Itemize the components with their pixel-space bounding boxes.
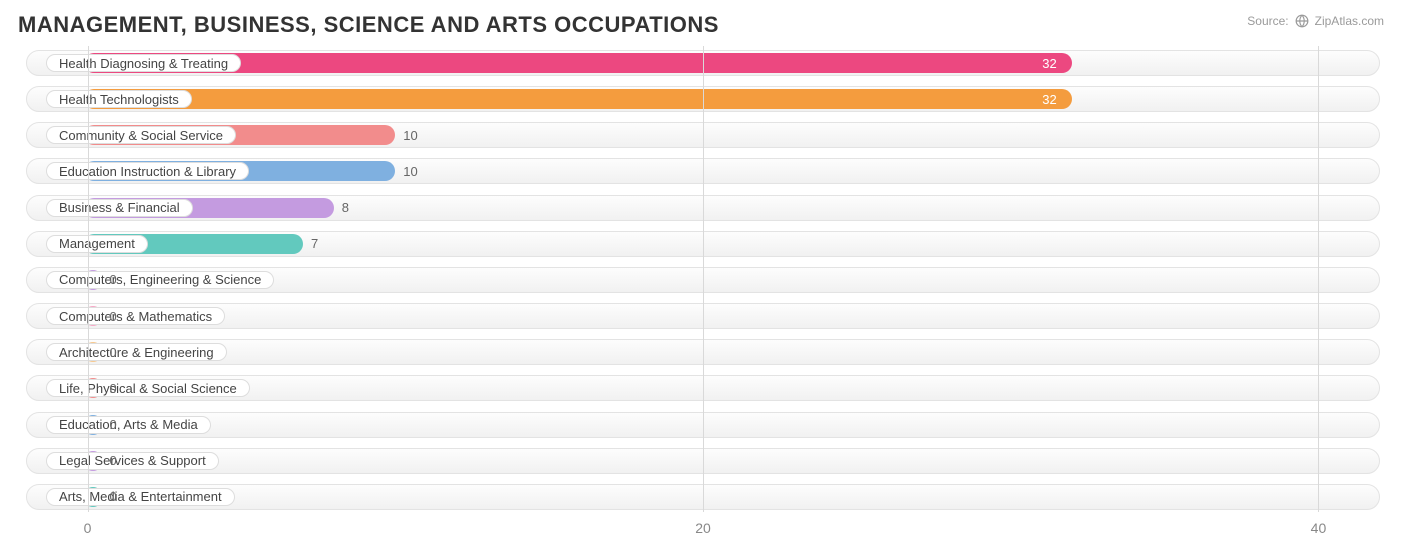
globe-icon	[1295, 14, 1309, 28]
chart-container: MANAGEMENT, BUSINESS, SCIENCE AND ARTS O…	[0, 0, 1406, 559]
bar-value: 0	[110, 337, 117, 367]
bar-value: 0	[110, 265, 117, 295]
bar-value: 32	[1042, 48, 1056, 78]
bar-label: Education, Arts & Media	[46, 416, 211, 434]
bar-value: 8	[342, 193, 349, 223]
bar-label: Management	[46, 235, 148, 253]
bar-value: 0	[110, 301, 117, 331]
x-tick-label: 20	[695, 520, 711, 536]
bar-label: Health Diagnosing & Treating	[46, 54, 241, 72]
source-name: ZipAtlas.com	[1315, 14, 1384, 28]
bar-label: Computers, Engineering & Science	[46, 271, 274, 289]
bar-value: 10	[403, 156, 417, 186]
bar-label: Arts, Media & Entertainment	[46, 488, 235, 506]
bar-label: Computers & Mathematics	[46, 307, 225, 325]
bar-value: 10	[403, 120, 417, 150]
source-attribution: Source: ZipAtlas.com	[1247, 14, 1384, 28]
bar-value: 7	[311, 229, 318, 259]
x-tick-label: 0	[84, 520, 92, 536]
chart-area: Health Diagnosing & Treating 32 Health Tec…	[18, 46, 1388, 536]
plot-area: Health Diagnosing & Treating 32 Health Tec…	[18, 46, 1388, 512]
bar-label: Education Instruction & Library	[46, 162, 249, 180]
source-label: Source:	[1247, 14, 1288, 28]
bar-value: 0	[110, 373, 117, 403]
bar-value: 32	[1042, 84, 1056, 114]
x-tick-label: 40	[1311, 520, 1327, 536]
gridline	[1318, 46, 1319, 512]
bar	[84, 89, 1073, 109]
bar-label: Health Technologists	[46, 90, 192, 108]
bar-label: Legal Services & Support	[46, 452, 219, 470]
bar-label: Life, Physical & Social Science	[46, 379, 250, 397]
bar-label: Business & Financial	[46, 199, 193, 217]
bar-value: 0	[110, 410, 117, 440]
bar-label: Architecture & Engineering	[46, 343, 227, 361]
gridline	[703, 46, 704, 512]
bar-value: 0	[110, 482, 117, 512]
bar-value: 0	[110, 446, 117, 476]
gridline	[88, 46, 89, 512]
bar-label: Community & Social Service	[46, 126, 236, 144]
chart-title: MANAGEMENT, BUSINESS, SCIENCE AND ARTS O…	[18, 12, 1388, 38]
